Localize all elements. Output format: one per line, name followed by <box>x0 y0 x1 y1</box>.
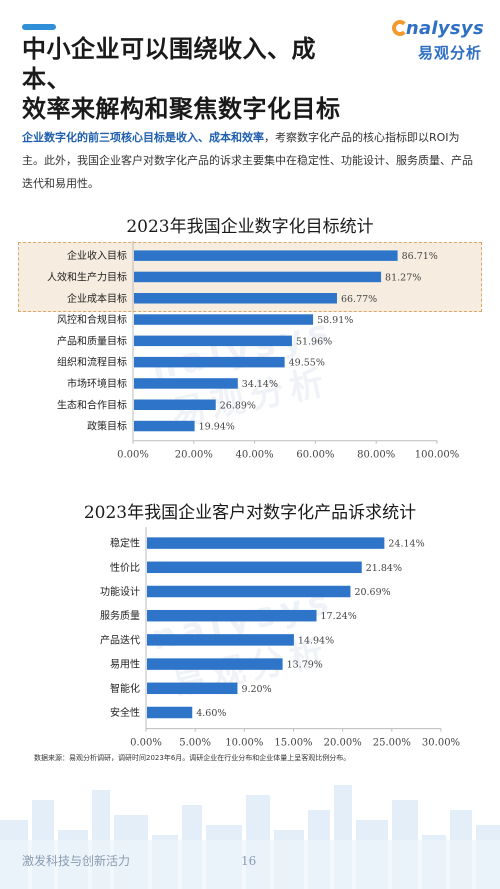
chart2-category-label: 稳定性 <box>110 537 140 550</box>
page-title-line-2: 效率来解构和聚焦数字化目标 <box>22 95 341 123</box>
analysys-logo: nalysys 易观分析 <box>392 18 484 62</box>
chart1-category-label: 人效和生产力目标 <box>47 270 127 283</box>
source-note: 数据来源：易观分析调研，调研时间2023年6月。调研企业在行业分布和企业体量上呈… <box>34 754 351 762</box>
chart2-bar <box>147 585 351 598</box>
chart2-category-label: 服务质量 <box>100 609 140 622</box>
chart1-tick-label: 80.00% <box>357 450 395 461</box>
chart1-bar <box>134 420 195 432</box>
chart2-bar <box>147 561 362 574</box>
chart2-bar <box>147 706 193 719</box>
chart1-category-label: 产品和质量目标 <box>57 334 127 347</box>
chart2-value-label: 21.84% <box>366 563 402 574</box>
chart1-tick-label: 60.00% <box>296 450 334 461</box>
chart2-value-label: 14.94% <box>298 635 334 646</box>
chart2-bar <box>147 634 294 646</box>
chart2-bar <box>147 682 238 695</box>
chart1-bar <box>134 399 216 410</box>
page-title: 中小企业可以围绕收入、成本、 效率来解构和聚焦数字化目标 <box>22 34 362 124</box>
chart2-tick-label: 30.00% <box>422 738 460 749</box>
demands-bar-chart: 稳定性 24.14% 性价比 21.84% 功能设计 20.69% 服务质量 17.24% 产品… <box>100 527 460 749</box>
chart1-bar <box>134 356 285 368</box>
chart1-title: 2023年我国企业数字化目标统计 <box>126 217 374 237</box>
chart1-bar <box>134 250 398 261</box>
chart2-tick-label: 20.00% <box>324 738 362 749</box>
chart1-bar <box>134 271 382 283</box>
chart2-value-label: 4.60% <box>196 708 226 719</box>
intro-paragraph: 企业数字化的前三项核心目标是收入、成本和效率，考察数字化产品的核心指标即以ROI… <box>22 126 480 195</box>
page-number: 16 <box>241 854 257 868</box>
chart2-category-label: 易用性 <box>110 658 140 671</box>
chart2-tick-label: 5.00% <box>179 738 211 749</box>
chart1-value-label: 58.91% <box>317 315 353 326</box>
chart1-tick-label: 0.00% <box>117 450 149 461</box>
chart2-bar <box>147 658 283 670</box>
chart2-tick-label: 10.00% <box>225 738 263 749</box>
chart1-value-label: 34.14% <box>242 379 278 390</box>
chart1-category-label: 政策目标 <box>87 420 127 433</box>
title-accent-bar <box>22 24 56 30</box>
chart1-value-label: 19.94% <box>199 422 235 433</box>
chart2-category-label: 产品迭代 <box>100 633 140 646</box>
chart1-category-label: 市场环境目标 <box>67 377 127 390</box>
chart1-tick-label: 100.00% <box>415 450 460 461</box>
chart1-bar <box>134 378 238 389</box>
logo-english-text: nalysys <box>405 18 484 39</box>
chart1-value-label: 81.27% <box>385 272 421 283</box>
chart1-bar <box>134 314 314 325</box>
chart1-bar <box>134 293 337 304</box>
chart2-value-label: 9.20% <box>241 684 271 695</box>
chart2-category-label: 智能化 <box>110 682 140 695</box>
chart1-value-label: 51.96% <box>296 336 332 347</box>
chart2-category-label: 功能设计 <box>100 585 140 598</box>
chart1-bar <box>134 335 292 347</box>
logo-chinese-text: 易观分析 <box>417 44 482 62</box>
chart1-value-label: 86.71% <box>402 251 438 262</box>
chart1-category-label: 组织和流程目标 <box>57 356 127 369</box>
chart2-tick-label: 0.00% <box>130 738 162 749</box>
chart1-value-label: 49.55% <box>289 358 325 369</box>
chart2-category-label: 性价比 <box>110 561 140 574</box>
logo-mark-icon <box>392 20 408 36</box>
chart2-tick-label: 25.00% <box>373 738 411 749</box>
chart1-tick-label: 20.00% <box>175 450 213 461</box>
city-skyline-decoration <box>0 785 500 889</box>
chart2-value-label: 24.14% <box>388 539 424 550</box>
chart1-category-label: 企业收入目标 <box>67 249 127 262</box>
chart2-title: 2023年我国企业客户对数字化产品诉求统计 <box>83 503 417 523</box>
chart1-tick-label: 40.00% <box>236 450 274 461</box>
chart2-category-label: 安全性 <box>110 706 140 719</box>
chart1-category-label: 生态和合作目标 <box>57 398 127 411</box>
chart1-category-label: 企业成本目标 <box>67 292 127 305</box>
chart2-value-label: 17.24% <box>321 611 357 622</box>
intro-highlight: 企业数字化的前三项核心目标是收入、成本和效率 <box>22 131 264 144</box>
chart1-category-label: 风控和合规目标 <box>57 313 127 326</box>
footer-slogan: 激发科技与创新活力 <box>22 854 131 868</box>
chart2-bar <box>147 537 385 549</box>
chart2-value-label: 13.79% <box>287 660 323 671</box>
page-title-line-1: 中小企业可以围绕收入、成本、 <box>22 35 316 93</box>
goals-bar-chart: 企业收入目标 86.71% 人效和生产力目标 81.27% 企业成本目标 66.77% 风控… <box>47 241 460 461</box>
intro-rest: ，考察数字化产品的核心指标即以ROI为主。此外，我国企业客户对数字化产品的诉求主… <box>22 131 473 190</box>
chart2-bar <box>147 609 317 622</box>
chart1-value-label: 66.77% <box>341 294 377 305</box>
chart2-value-label: 20.69% <box>354 587 390 598</box>
chart1-value-label: 26.89% <box>220 400 256 411</box>
chart2-tick-label: 15.00% <box>274 738 312 749</box>
